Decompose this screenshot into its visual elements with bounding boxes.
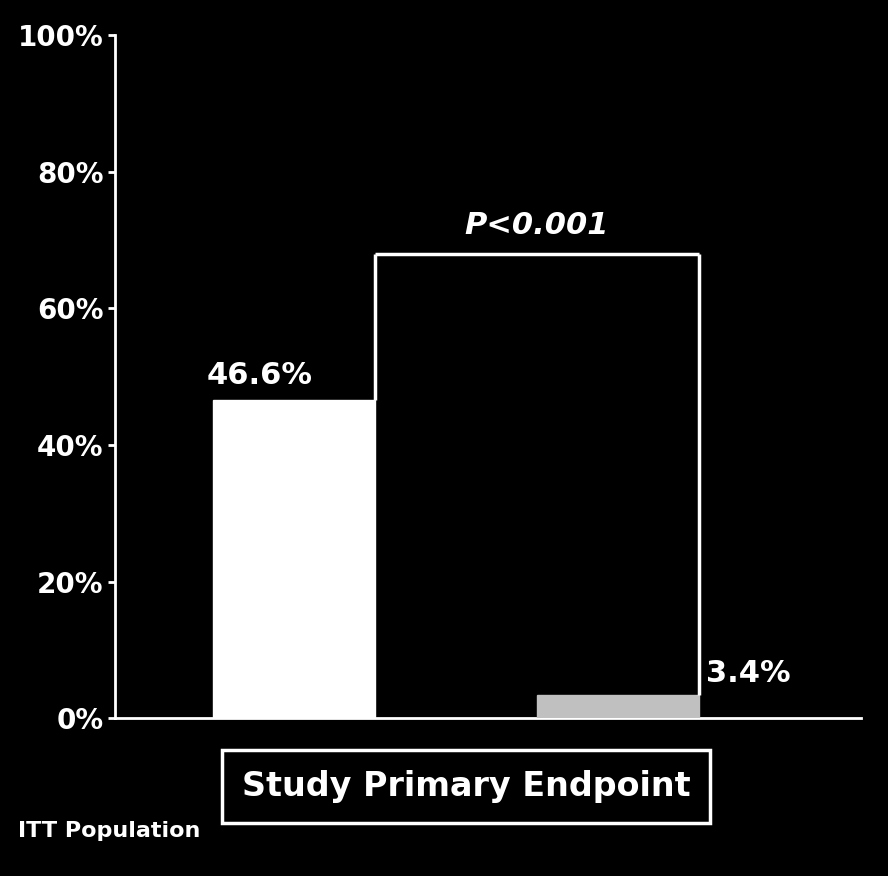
- Text: 46.6%: 46.6%: [206, 361, 313, 390]
- Text: P<0.001: P<0.001: [464, 211, 609, 240]
- Text: ITT Population: ITT Population: [19, 821, 201, 841]
- Text: Study Primary Endpoint: Study Primary Endpoint: [242, 770, 690, 803]
- Bar: [537, 695, 699, 718]
- Text: 3.4%: 3.4%: [706, 660, 790, 689]
- Bar: [213, 400, 375, 718]
